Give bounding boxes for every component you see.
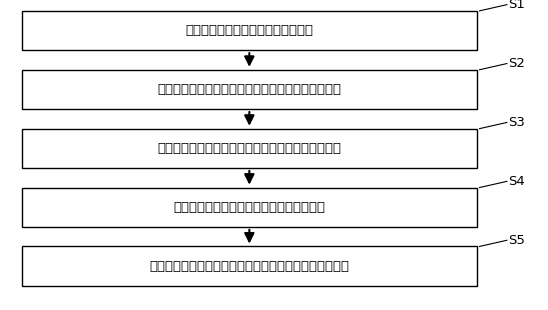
Text: S5: S5	[509, 234, 526, 247]
Bar	[22, 246, 477, 286]
Text: 自加热光缆连接至分布式温度解调仪和加热控制设备: 自加热光缆连接至分布式温度解调仪和加热控制设备	[157, 83, 341, 96]
Text: S1: S1	[509, 0, 526, 11]
Bar	[22, 129, 477, 168]
Bar	[22, 188, 477, 227]
Bar	[22, 70, 477, 109]
Text: S3: S3	[509, 116, 526, 129]
Text: S2: S2	[509, 57, 526, 70]
Text: 计算机软件通过光缆沿线升温速率判断渗漏的时间和位置: 计算机软件通过光缆沿线升温速率判断渗漏的时间和位置	[150, 260, 349, 272]
Bar	[22, 11, 477, 50]
Text: 分布式光纤温度解调仪和加热控制设备连接至计算机: 分布式光纤温度解调仪和加热控制设备连接至计算机	[157, 142, 341, 155]
Text: 沿隙道渗漏水风险点预埋自加热光缆: 沿隙道渗漏水风险点预埋自加热光缆	[185, 24, 313, 37]
Text: 计算机软件控制自加热光缆进行恒功率加热: 计算机软件控制自加热光缆进行恒功率加热	[173, 201, 326, 214]
Text: S4: S4	[509, 175, 526, 188]
